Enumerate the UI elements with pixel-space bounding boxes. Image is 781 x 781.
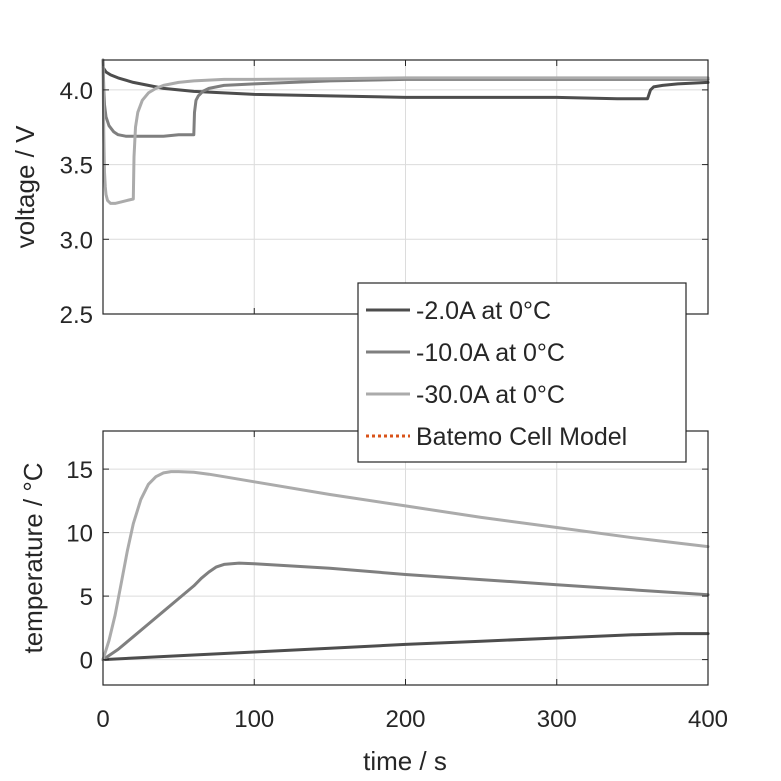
voltage-ytick-label: 2.5 xyxy=(60,302,93,329)
legend-label-2: -10.0A at 0°C xyxy=(416,339,565,367)
legend-label-4: Batemo Cell Model xyxy=(416,423,627,451)
voltage-ytick-label: 4.0 xyxy=(60,78,93,105)
temperature-ticks: 0 100 200 300 400 0 5 10 15 xyxy=(66,431,728,733)
voltage-series-line-2 xyxy=(101,58,710,138)
legend-label-1: -2.0A at 0°C xyxy=(416,297,551,325)
voltage-plot: 2.5 3.0 3.5 4.0 voltage / V xyxy=(10,58,710,329)
voltage-ytick-label: 3.5 xyxy=(60,153,93,180)
legend-box xyxy=(357,282,687,463)
legend-label-3: -30.0A at 0°C xyxy=(416,381,565,409)
voltage-ylabel: voltage / V xyxy=(10,125,40,249)
time-xlabel: time / s xyxy=(363,746,447,776)
temperature-ytick-label: 10 xyxy=(66,521,93,548)
voltage-series-line-1 xyxy=(101,66,710,101)
voltage-series xyxy=(101,58,710,205)
temperature-xtick-label: 300 xyxy=(537,706,577,733)
temperature-series-line-2 xyxy=(101,561,710,662)
temperature-grid xyxy=(102,431,709,685)
legend: -2.0A at 0°C -10.0A at 0°C -30.0A at 0°C Ba… xyxy=(357,282,687,463)
temperature-ylabel: temperature / °C xyxy=(18,462,48,653)
temperature-xtick-label: 0 xyxy=(96,706,109,733)
temperature-ytick-label: 15 xyxy=(66,457,93,484)
voltage-ytick-label: 3.0 xyxy=(60,227,93,254)
temperature-xtick-label: 200 xyxy=(385,706,425,733)
temperature-ytick-label: 0 xyxy=(80,648,93,675)
voltage-series-line-3 xyxy=(101,66,710,205)
temperature-plot: 0 100 200 300 400 0 5 10 15 temperature / °C tim… xyxy=(18,430,728,776)
temperature-xtick-label: 100 xyxy=(234,706,274,733)
temperature-series-line-1 xyxy=(101,632,710,662)
temperature-ytick-label: 5 xyxy=(80,584,93,611)
temperature-series xyxy=(101,470,710,662)
temperature-xtick-label: 400 xyxy=(688,706,728,733)
temperature-series-line-3 xyxy=(101,470,710,662)
